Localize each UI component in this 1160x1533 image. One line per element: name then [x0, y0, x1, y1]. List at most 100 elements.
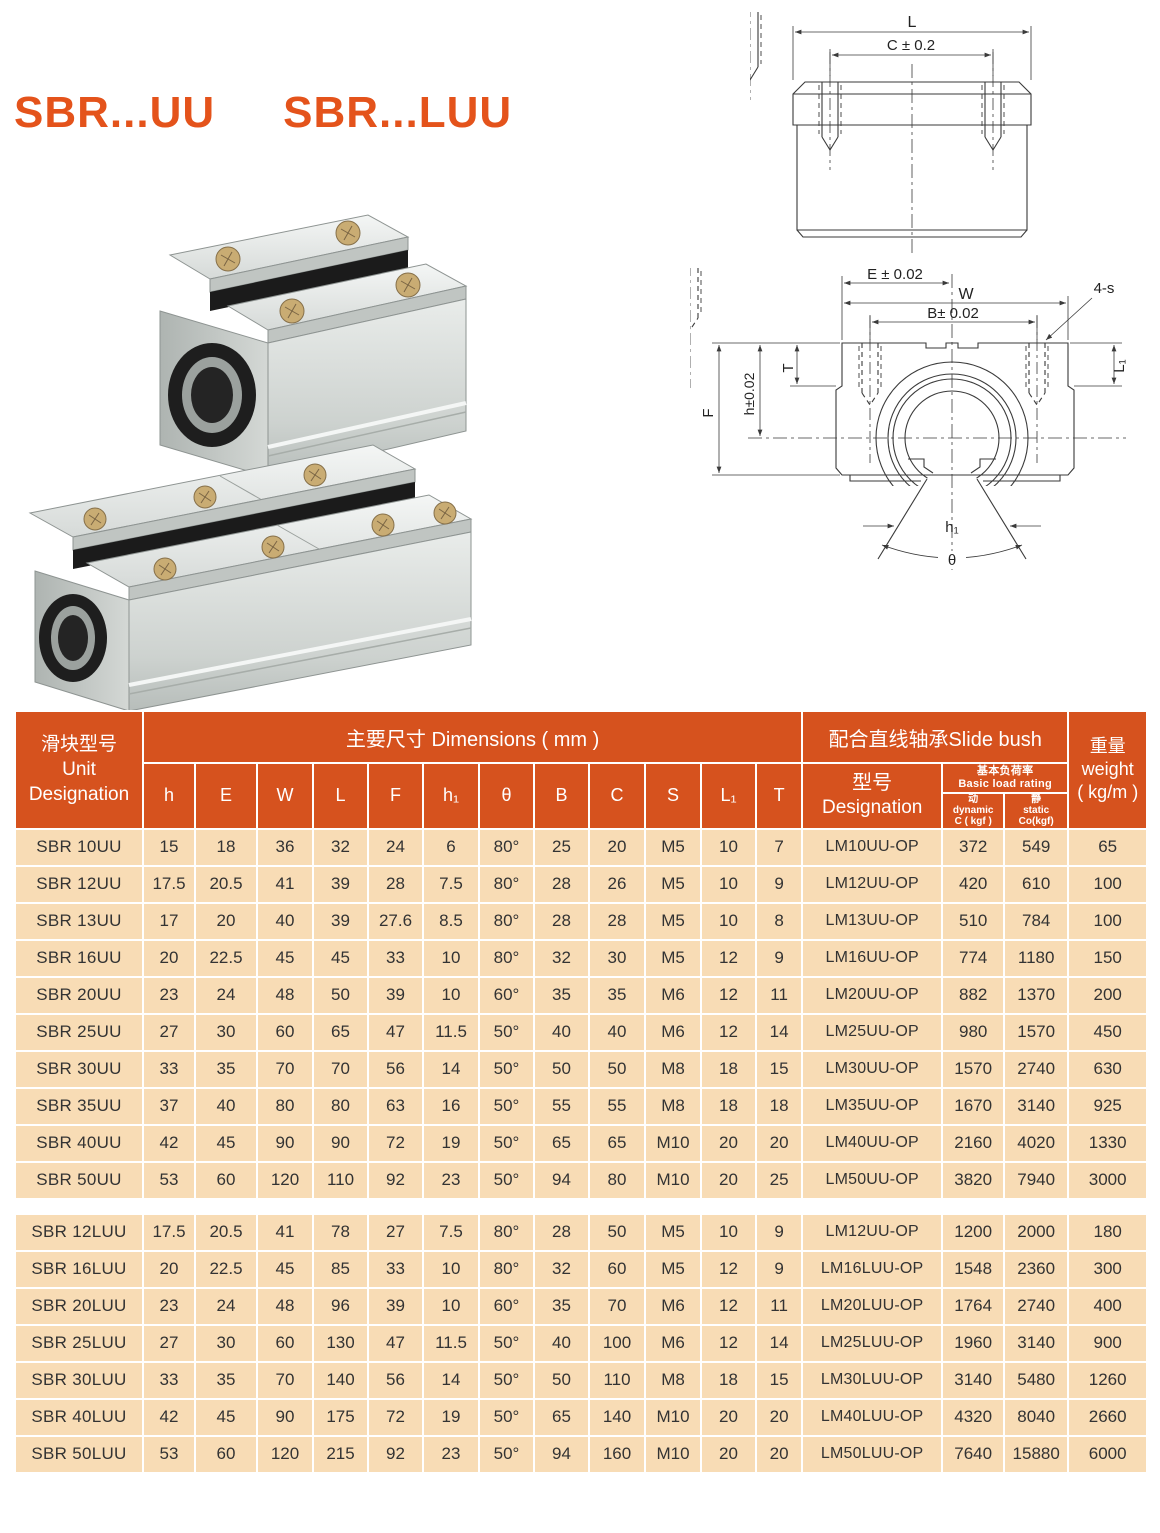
dim-label-e: E ± 0.02 — [867, 268, 923, 283]
cell-value: 18 — [700, 1086, 757, 1126]
table-row: SBR 25LUU 27 30 60 130 47 11.5 50° 40 100 M6 12 14 LM… — [14, 1323, 1149, 1363]
cell-value: 24 — [194, 975, 258, 1015]
table-row: SBR 40UU 42 45 90 90 72 19 50° 65 65 M10 20 20 LM40UU… — [14, 1123, 1149, 1163]
cell-value: 60° — [478, 1286, 535, 1326]
table-row: SBR 40LUU 42 45 90 175 72 19 50° 65 140 M10 20 20 LM4… — [14, 1397, 1149, 1437]
cell-value: 7640 — [941, 1434, 1006, 1474]
cell-value: 50° — [478, 1160, 535, 1200]
cell-value: 50 — [533, 1049, 590, 1089]
cell-value: 50° — [478, 1360, 535, 1400]
cell-value: 1370 — [1003, 975, 1070, 1015]
cell-value: 26 — [588, 864, 646, 904]
dim-label-t: T — [780, 363, 797, 372]
col-header-l1: L₁ — [700, 762, 757, 830]
table-header: 滑块型号 Unit Designation 主要尺寸 Dimensions ( … — [14, 710, 1149, 830]
cell-value: 40 — [588, 1012, 646, 1052]
cell-value: 85 — [312, 1249, 369, 1289]
cell-value: 41 — [256, 1212, 314, 1252]
cell-unit-designation: SBR 20UU — [14, 975, 144, 1015]
col-header-weight: 重量 weight ( kg/m ) — [1067, 710, 1149, 830]
cell-value: 35 — [194, 1360, 258, 1400]
cell-value: M5 — [644, 938, 702, 978]
cell-value: 7 — [754, 827, 804, 867]
cell-value: 20 — [700, 1160, 757, 1200]
cell-value: 1570 — [941, 1049, 1006, 1089]
cell-unit-designation: SBR 50UU — [14, 1160, 144, 1200]
cell-value: 42 — [142, 1397, 196, 1437]
dim-label-theta: θ — [948, 552, 956, 569]
cell-value: 8 — [754, 901, 804, 941]
cell-value: 23 — [142, 1286, 196, 1326]
cell-value: 14 — [754, 1323, 804, 1363]
page-title-uu: SBR...UU — [14, 88, 216, 137]
cell-value: 45 — [312, 938, 369, 978]
cell-value: 16 — [422, 1086, 480, 1126]
cell-value: 8040 — [1003, 1397, 1070, 1437]
cell-value: 70 — [312, 1049, 369, 1089]
cell-value: 30 — [194, 1012, 258, 1052]
dim-label-h: h±0.02 — [741, 372, 757, 415]
cell-bush-designation: LM12UU-OP — [801, 1212, 944, 1252]
dim-label-c: C ± 0.2 — [887, 37, 935, 54]
cell-value: 50° — [478, 1323, 535, 1363]
table-row: SBR 12LUU 17.5 20.5 41 78 27 7.5 80° 28 50 M5 10 9 LM… — [14, 1212, 1149, 1252]
cell-value: M10 — [644, 1160, 702, 1200]
cell-value: 60 — [256, 1012, 314, 1052]
cell-value: 175 — [312, 1397, 369, 1437]
cell-value: 10 — [700, 901, 757, 941]
dim-label-l1: L₁ — [1111, 359, 1128, 372]
cell-value: 4020 — [1003, 1123, 1070, 1163]
cell-value: M8 — [644, 1086, 702, 1126]
cell-value: 28 — [533, 864, 590, 904]
cell-value: 78 — [312, 1212, 369, 1252]
cell-value: M10 — [644, 1123, 702, 1163]
cell-value: 9 — [754, 1249, 804, 1289]
cell-value: 100 — [1067, 864, 1149, 904]
dim-label-b: B± 0.02 — [927, 305, 979, 322]
cell-value: 10 — [700, 1212, 757, 1252]
cell-value: 36 — [256, 827, 314, 867]
cell-value: 20 — [754, 1123, 804, 1163]
cell-value: 23 — [142, 975, 196, 1015]
cell-unit-designation: SBR 16LUU — [14, 1249, 144, 1289]
cell-value: 30 — [194, 1323, 258, 1363]
cell-value: 900 — [1067, 1323, 1149, 1363]
table-row: SBR 50UU 53 60 120 110 92 23 50° 94 80 M10 20 25 LM50… — [14, 1160, 1149, 1200]
cell-value: 10 — [422, 1249, 480, 1289]
cell-value: 42 — [142, 1123, 196, 1163]
cell-bush-designation: LM12UU-OP — [801, 864, 944, 904]
cell-value: 2360 — [1003, 1249, 1070, 1289]
table-row: SBR 10UU 15 18 36 32 24 6 80° 25 20 M5 10 7 LM10UU-OP… — [14, 827, 1149, 867]
cell-value: 92 — [367, 1160, 424, 1200]
cell-value: 80° — [478, 938, 535, 978]
cell-value: 65 — [1067, 827, 1149, 867]
cell-value: 60 — [194, 1434, 258, 1474]
cell-bush-designation: LM10UU-OP — [801, 827, 944, 867]
cell-value: 27.6 — [367, 901, 424, 941]
cell-value: 150 — [1067, 938, 1149, 978]
cell-value: 3140 — [1003, 1323, 1070, 1363]
cell-unit-designation: SBR 12LUU — [14, 1212, 144, 1252]
cell-value: 12 — [700, 1249, 757, 1289]
cell-value: 100 — [588, 1323, 646, 1363]
product-photo-short-block — [159, 214, 468, 478]
cell-value: 25 — [533, 827, 590, 867]
cell-value: 20 — [700, 1123, 757, 1163]
cell-value: M6 — [644, 1012, 702, 1052]
dynamic-unit: C ( kgf ) — [954, 816, 992, 828]
cell-value: 47 — [367, 1012, 424, 1052]
cell-value: 120 — [256, 1160, 314, 1200]
cell-value: 28 — [533, 1212, 590, 1252]
cell-value: 65 — [533, 1123, 590, 1163]
cell-value: 32 — [533, 938, 590, 978]
cell-value: 80° — [478, 864, 535, 904]
cell-value: 2740 — [1003, 1049, 1070, 1089]
cell-value: 19 — [422, 1397, 480, 1437]
cell-value: 774 — [941, 938, 1006, 978]
col-header-t: T — [754, 762, 804, 830]
cell-unit-designation: SBR 30LUU — [14, 1360, 144, 1400]
cell-value: 35 — [194, 1049, 258, 1089]
cell-value: 90 — [312, 1123, 369, 1163]
col-header-f: F — [367, 762, 424, 830]
table-row: SBR 16UU 20 22.5 45 45 33 10 80° 32 30 M5 12 9 LM16UU… — [14, 938, 1149, 978]
